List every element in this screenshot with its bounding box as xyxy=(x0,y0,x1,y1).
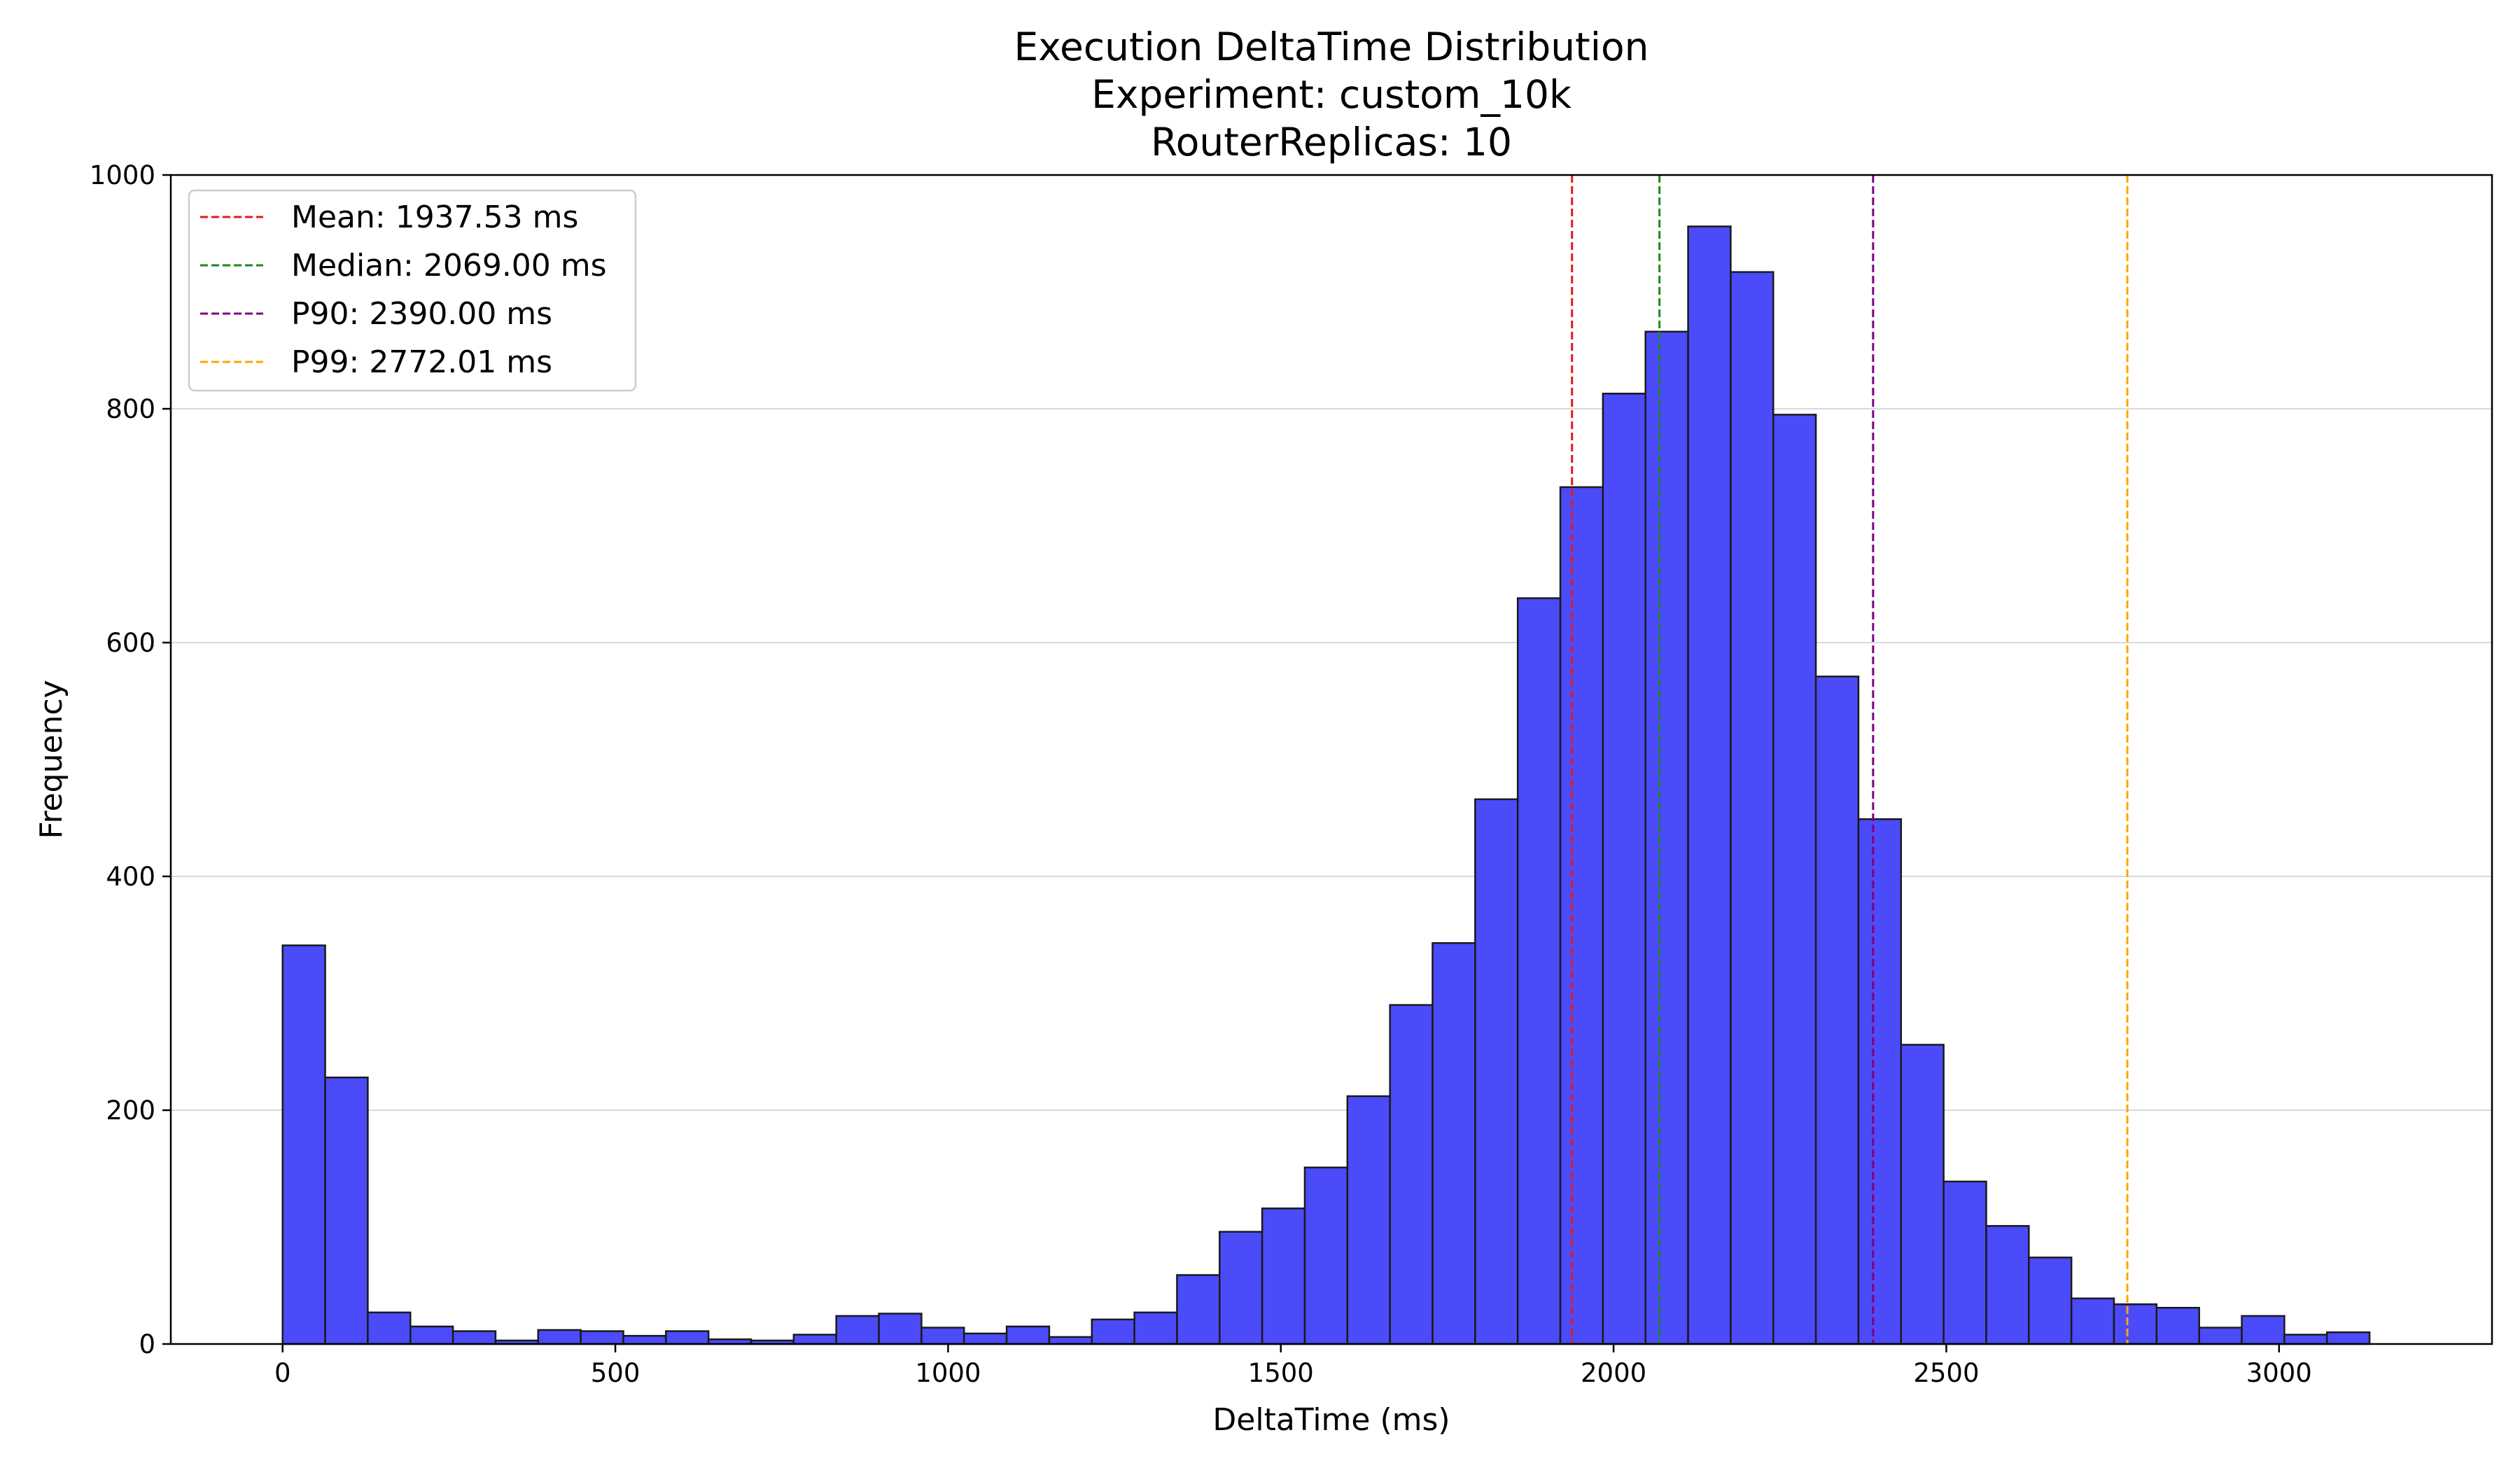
histogram-bar xyxy=(2113,1303,2158,1345)
x-axis-ticks: 0 500 1000 1500 2000 2500 3000 xyxy=(274,1344,2312,1388)
histogram-bar xyxy=(1942,1180,1987,1345)
histogram-bar xyxy=(835,1315,880,1345)
histogram-bar xyxy=(878,1312,923,1345)
histogram-bar xyxy=(1985,1225,2030,1345)
histogram-bar xyxy=(1176,1274,1221,1345)
reference-lines xyxy=(1571,175,2129,1344)
x-tick-label: 1500 xyxy=(1248,1358,1314,1388)
legend-entry-label: P99: 2772.01 ms xyxy=(291,344,552,380)
histogram-bar xyxy=(665,1330,710,1345)
histogram-bar xyxy=(1091,1318,1135,1345)
histogram-bar xyxy=(1133,1311,1178,1345)
x-tick-label: 1000 xyxy=(915,1358,981,1388)
histogram-bar xyxy=(1048,1336,1093,1345)
x-tick-label: 500 xyxy=(591,1358,640,1388)
y-axis-label: Frequency xyxy=(34,680,69,839)
histogram-bar xyxy=(281,944,326,1345)
chart-title-line-2: Experiment: custom_10k xyxy=(1091,72,1572,117)
histogram-bar xyxy=(1474,798,1519,1345)
histogram-bar xyxy=(1261,1208,1306,1345)
legend-entry-label: Mean: 1937.53 ms xyxy=(291,200,578,235)
histogram-bar xyxy=(1730,271,1774,1345)
legend-entry-label: Median: 2069.00 ms xyxy=(291,248,607,284)
histogram-bar xyxy=(1687,225,1732,1345)
y-tick-label: 400 xyxy=(106,862,155,892)
x-tick-label: 2500 xyxy=(1913,1358,1979,1388)
histogram-bar xyxy=(1219,1231,1264,1345)
y-tick-label: 0 xyxy=(139,1329,155,1359)
histogram-bar xyxy=(1516,597,1562,1345)
histogram-bar xyxy=(2241,1315,2286,1345)
histogram-bars xyxy=(281,225,2371,1345)
legend-entry-label: P90: 2390.00 ms xyxy=(291,296,552,332)
histogram-bar xyxy=(2155,1306,2200,1345)
plot-frame xyxy=(169,174,2493,1345)
histogram-bar xyxy=(622,1335,667,1345)
histogram-bar xyxy=(792,1334,837,1345)
histogram-bar xyxy=(580,1330,624,1345)
x-tick-label: 0 xyxy=(274,1358,291,1388)
x-axis-label: DeltaTime (ms) xyxy=(1212,1402,1450,1438)
histogram-bar xyxy=(1644,330,1689,1345)
legend-box xyxy=(188,189,637,392)
histogram-bar xyxy=(1346,1095,1391,1345)
histogram-bar xyxy=(1005,1325,1051,1345)
histogram-bar xyxy=(1303,1166,1349,1345)
histogram-bar xyxy=(2325,1331,2371,1345)
histogram-bar xyxy=(537,1329,582,1345)
y-tick-label: 200 xyxy=(106,1096,155,1126)
histogram-bar xyxy=(1432,941,1476,1345)
histogram-bar xyxy=(324,1076,369,1345)
legend: Mean: 1937.53 ms Median: 2069.00 ms P90: 2… xyxy=(188,189,637,392)
histogram-bar xyxy=(2198,1326,2243,1345)
y-tick-label: 800 xyxy=(106,394,155,424)
histogram-bar xyxy=(1559,486,1604,1345)
y-tick-label: 600 xyxy=(106,628,155,658)
histogram-bar xyxy=(1900,1044,1945,1345)
y-tick-label: 1000 xyxy=(90,160,155,190)
x-tick-label: 3000 xyxy=(2246,1358,2312,1388)
histogram-bar xyxy=(1389,1004,1434,1345)
histogram-bar xyxy=(1857,818,1903,1345)
chart-title: Execution DeltaTime DistributionExperime… xyxy=(1014,24,1648,164)
histogram-bar xyxy=(409,1325,454,1345)
y-axis-ticks: 0 200 400 600 800 1000 xyxy=(90,160,171,1359)
histogram-bar xyxy=(962,1332,1008,1345)
histogram-bar xyxy=(2028,1256,2073,1345)
histogram-bar xyxy=(1602,393,1646,1345)
histogram-bar xyxy=(1814,676,1860,1345)
histogram-bar xyxy=(2070,1297,2115,1345)
chart-title-line-1: Execution DeltaTime Distribution xyxy=(1014,24,1648,69)
histogram-bar xyxy=(451,1330,497,1345)
histogram-bar xyxy=(367,1311,412,1345)
x-tick-label: 2000 xyxy=(1581,1358,1646,1388)
histogram-bar xyxy=(1772,414,1817,1345)
y-gridlines xyxy=(171,408,2492,1111)
histogram-bar xyxy=(920,1326,965,1345)
histogram-bar xyxy=(2283,1334,2328,1345)
chart-title-line-3: RouterReplicas: 10 xyxy=(1151,120,1512,164)
